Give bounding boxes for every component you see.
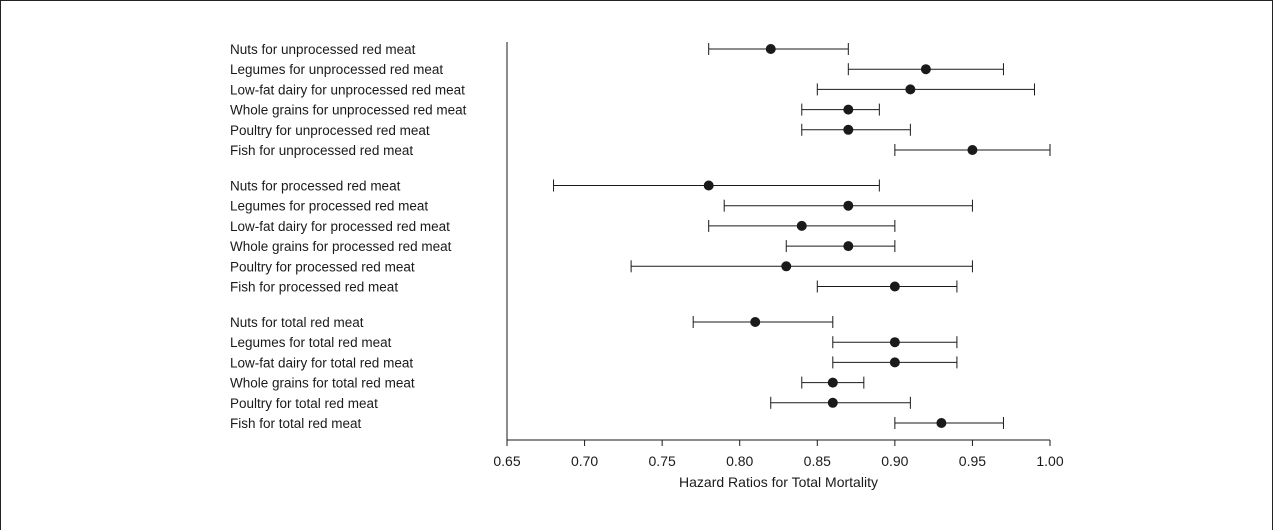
hazard-ratio-point bbox=[796, 220, 807, 231]
row-label: Whole grains for total red meat bbox=[230, 376, 415, 391]
row-label: Poultry for processed red meat bbox=[230, 259, 415, 274]
x-tick-label: 0.80 bbox=[726, 453, 753, 469]
hazard-ratio-point bbox=[936, 418, 947, 428]
x-axis-title: Hazard Ratios for Total Mortality bbox=[679, 474, 878, 490]
x-tick-label: 0.70 bbox=[571, 453, 598, 469]
hazard-ratio-point bbox=[765, 44, 776, 54]
hazard-ratio-point bbox=[843, 104, 854, 115]
hazard-ratio-point bbox=[889, 357, 900, 368]
row-label: Fish for unprocessed red meat bbox=[230, 143, 413, 158]
hazard-ratio-point bbox=[781, 261, 792, 272]
hazard-ratio-point bbox=[827, 377, 838, 388]
hazard-ratio-point bbox=[889, 337, 900, 348]
x-tick-label: 0.95 bbox=[959, 453, 986, 469]
hazard-ratio-point bbox=[889, 281, 900, 292]
hazard-ratio-point bbox=[843, 124, 854, 135]
row-label: Nuts for unprocessed red meat bbox=[230, 42, 416, 57]
x-tick-label: 0.65 bbox=[493, 453, 520, 469]
row-label: Low-fat dairy for total red meat bbox=[230, 355, 413, 370]
row-label: Low-fat dairy for unprocessed red meat bbox=[230, 82, 465, 97]
x-axis bbox=[506, 42, 1050, 441]
row-label: Legumes for processed red meat bbox=[230, 199, 428, 214]
forest-plot: Nuts for unprocessed red meat Legumes for… bbox=[230, 42, 1064, 490]
x-tick-label: 0.90 bbox=[881, 453, 908, 469]
hazard-ratio-point bbox=[920, 64, 931, 75]
x-tick-label: 0.85 bbox=[804, 453, 831, 469]
row-label: Fish for processed red meat bbox=[230, 280, 398, 295]
hazard-ratio-point bbox=[843, 200, 854, 211]
x-tick-label: 0.75 bbox=[649, 453, 676, 469]
hazard-ratio-point bbox=[703, 180, 714, 191]
row-label: Whole grains for unprocessed red meat bbox=[230, 103, 467, 118]
hazard-ratio-point bbox=[750, 317, 761, 327]
x-tick-label: 1.00 bbox=[1036, 453, 1063, 469]
hazard-ratio-point bbox=[843, 241, 854, 252]
row-label: Poultry for total red meat bbox=[230, 396, 378, 411]
row-label: Nuts for processed red meat bbox=[230, 179, 401, 194]
row-label: Poultry for unprocessed red meat bbox=[230, 123, 430, 138]
row-labels: Nuts for unprocessed red meat Legumes for… bbox=[230, 42, 467, 431]
row-label: Legumes for unprocessed red meat bbox=[230, 62, 443, 77]
x-axis-ticks: 0.65 0.70 0.75 0.80 0.85 0.90 0.95 1.00 bbox=[493, 440, 1064, 469]
row-label: Nuts for total red meat bbox=[230, 315, 364, 330]
row-label: Whole grains for processed red meat bbox=[230, 239, 452, 254]
hazard-ratio-marks bbox=[553, 43, 1051, 429]
row-label: Fish for total red meat bbox=[230, 416, 362, 431]
hazard-ratio-point bbox=[967, 145, 978, 155]
hazard-ratio-point bbox=[905, 84, 916, 95]
hazard-ratio-point bbox=[827, 397, 838, 408]
row-label: Low-fat dairy for processed red meat bbox=[230, 219, 450, 234]
row-label: Legumes for total red meat bbox=[230, 335, 392, 350]
